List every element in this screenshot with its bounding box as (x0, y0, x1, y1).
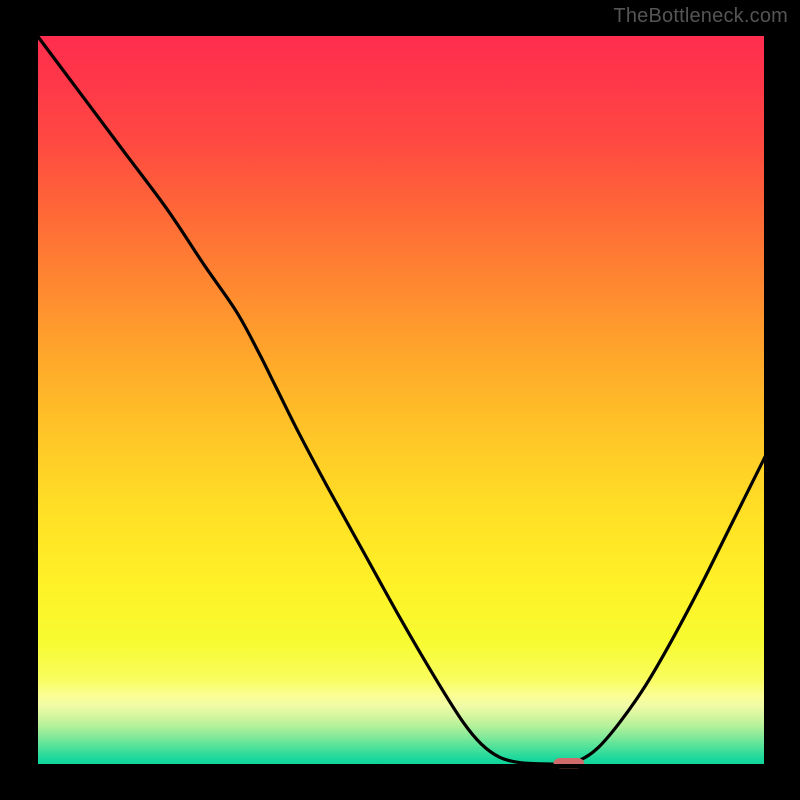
plot-area-bg (36, 34, 766, 766)
watermark-label: TheBottleneck.com (613, 5, 788, 28)
bottleneck-chart (0, 0, 800, 800)
chart-svg (0, 0, 800, 800)
